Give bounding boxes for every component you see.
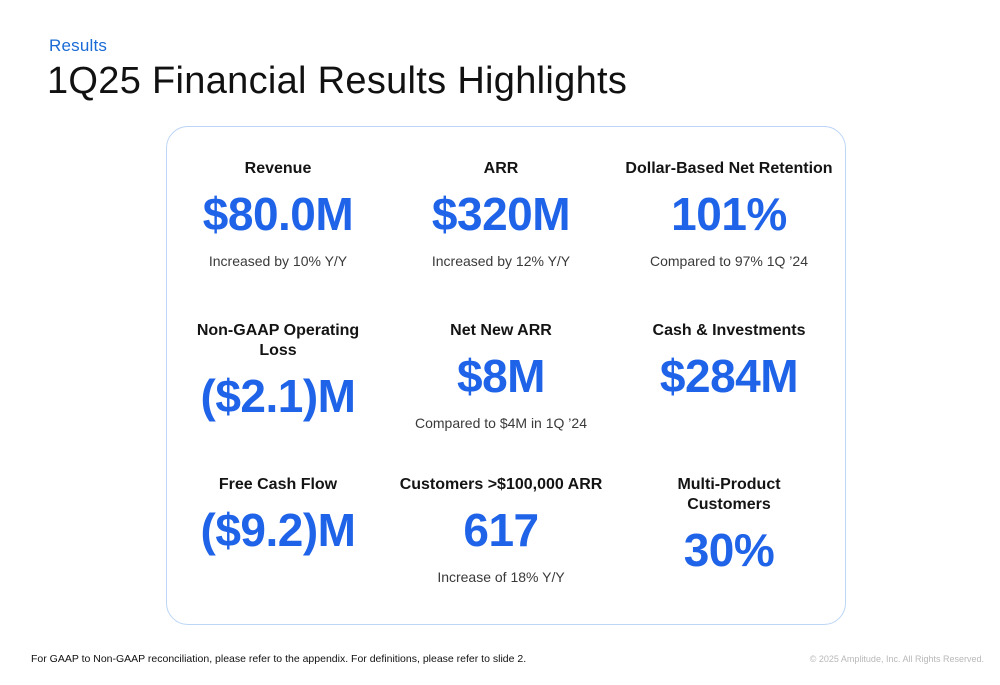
metric-label: Non-GAAP Operating Loss <box>196 322 360 359</box>
metric-note: Compared to 97% 1Q ’24 <box>650 253 808 269</box>
metric-value: 101% <box>671 188 787 240</box>
metric-value: 30% <box>683 524 775 576</box>
metric-label: Free Cash Flow <box>218 476 338 493</box>
metric-value: $320M <box>431 188 571 240</box>
footnote: For GAAP to Non-GAAP reconciliation, ple… <box>31 653 527 665</box>
metric-value: ($9.2)M <box>200 504 356 556</box>
metrics-grid: Revenue $80.0M Increased by 10% Y/Y ARR … <box>167 127 845 624</box>
highlights-card: Revenue $80.0M Increased by 10% Y/Y ARR … <box>166 126 846 625</box>
metric-value: $284M <box>659 350 799 402</box>
metric-value: 617 <box>463 504 539 556</box>
metric-label: Net New ARR <box>450 322 552 339</box>
metric-arr: ARR $320M Increased by 12% Y/Y <box>389 127 613 289</box>
metric-cash-investments: Cash & Investments $284M <box>613 289 845 443</box>
metric-label: Cash & Investments <box>652 322 806 339</box>
metric-customers-100k: Customers >$100,000 ARR 617 Increase of … <box>389 443 613 626</box>
metric-note: Increased by 10% Y/Y <box>208 253 348 269</box>
metric-value: $8M <box>457 350 545 402</box>
metric-note: Increased by 12% Y/Y <box>431 253 571 269</box>
metric-value: $80.0M <box>202 188 354 240</box>
page-title: 1Q25 Financial Results Highlights <box>47 60 628 102</box>
copyright: © 2025 Amplitude, Inc. All Rights Reserv… <box>809 654 984 664</box>
metric-note: Compared to $4M in 1Q ’24 <box>415 415 587 431</box>
metric-label: Multi-Product Customers <box>677 476 781 513</box>
metric-label: ARR <box>483 160 519 177</box>
metric-multi-product: Multi-Product Customers 30% <box>613 443 845 626</box>
metric-net-new-arr: Net New ARR $8M Compared to $4M in 1Q ’2… <box>389 289 613 443</box>
metric-note: Increase of 18% Y/Y <box>437 569 565 585</box>
metric-value: ($2.1)M <box>200 370 356 422</box>
metric-net-retention: Dollar-Based Net Retention 101% Compared… <box>613 127 845 289</box>
section-label: Results <box>49 36 108 55</box>
metric-free-cash-flow: Free Cash Flow ($9.2)M <box>167 443 389 626</box>
metric-operating-loss: Non-GAAP Operating Loss ($2.1)M <box>167 289 389 443</box>
metric-label: Dollar-Based Net Retention <box>625 160 833 177</box>
metric-revenue: Revenue $80.0M Increased by 10% Y/Y <box>167 127 389 289</box>
metric-label: Revenue <box>244 160 312 177</box>
metric-label: Customers >$100,000 ARR <box>399 476 603 493</box>
